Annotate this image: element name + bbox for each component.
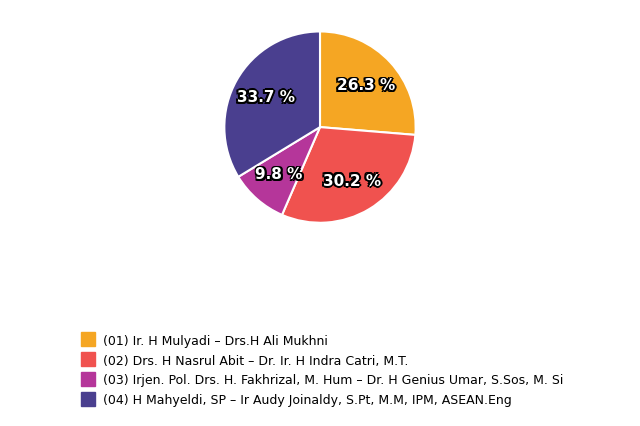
Text: 33.7 %: 33.7 %	[238, 89, 296, 104]
Text: 26.3 %: 26.3 %	[337, 76, 395, 91]
Text: 30.2 %: 30.2 %	[321, 172, 380, 187]
Text: 26.3 %: 26.3 %	[337, 78, 395, 93]
Text: 9.8 %: 9.8 %	[254, 169, 301, 184]
Text: 9.8 %: 9.8 %	[257, 167, 305, 182]
Text: 26.3 %: 26.3 %	[339, 78, 397, 93]
Wedge shape	[320, 32, 415, 135]
Text: 33.7 %: 33.7 %	[236, 89, 293, 104]
Text: 9.8 %: 9.8 %	[253, 167, 301, 182]
Text: 26.3 %: 26.3 %	[337, 80, 395, 95]
Wedge shape	[225, 32, 320, 177]
Text: 30.2 %: 30.2 %	[323, 172, 381, 187]
Text: 33.7 %: 33.7 %	[237, 88, 295, 103]
Wedge shape	[238, 128, 320, 216]
Text: 33.7 %: 33.7 %	[235, 90, 293, 105]
Text: 33.7 %: 33.7 %	[238, 91, 296, 106]
Text: 26.3 %: 26.3 %	[338, 77, 396, 92]
Text: 30.2 %: 30.2 %	[324, 172, 383, 187]
Text: 9.8 %: 9.8 %	[254, 166, 301, 181]
Text: 30.2 %: 30.2 %	[321, 175, 380, 190]
Text: 30.2 %: 30.2 %	[325, 173, 383, 188]
Text: 26.3 %: 26.3 %	[335, 78, 393, 93]
Text: 9.8 %: 9.8 %	[255, 169, 303, 184]
Text: 33.7 %: 33.7 %	[236, 91, 293, 106]
Text: 30.2 %: 30.2 %	[323, 176, 381, 190]
Text: 9.8 %: 9.8 %	[257, 169, 304, 184]
Text: 9.8 %: 9.8 %	[255, 165, 303, 180]
Text: 33.7 %: 33.7 %	[237, 92, 295, 107]
Text: 30.2 %: 30.2 %	[321, 173, 379, 188]
Text: 9.8 %: 9.8 %	[255, 167, 303, 182]
Wedge shape	[282, 128, 415, 223]
Text: 30.2 %: 30.2 %	[323, 173, 381, 188]
Text: 26.3 %: 26.3 %	[335, 80, 394, 95]
Legend: (01) Ir. H Mulyadi – Drs.H Ali Mukhni, (02) Drs. H Nasrul Abit – Dr. Ir. H Indra: (01) Ir. H Mulyadi – Drs.H Ali Mukhni, (…	[75, 327, 570, 413]
Text: 33.7 %: 33.7 %	[239, 90, 297, 105]
Text: 9.8 %: 9.8 %	[257, 166, 304, 181]
Text: 30.2 %: 30.2 %	[324, 175, 383, 190]
Text: 33.7 %: 33.7 %	[237, 90, 295, 105]
Text: 26.3 %: 26.3 %	[335, 77, 394, 92]
Text: 26.3 %: 26.3 %	[338, 80, 396, 95]
